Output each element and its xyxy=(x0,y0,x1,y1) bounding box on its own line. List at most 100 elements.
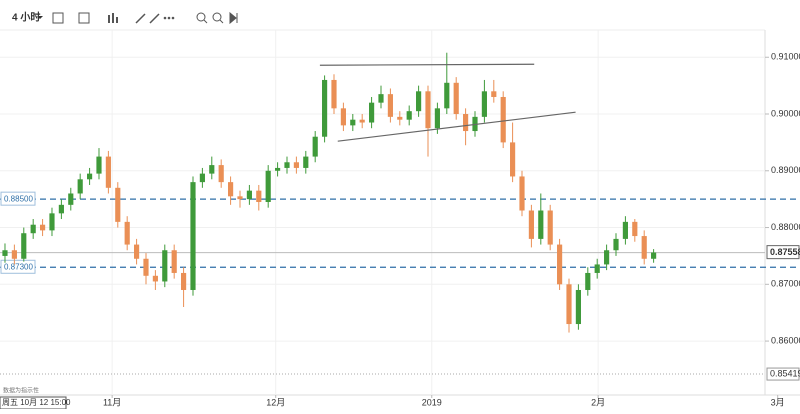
candle-body xyxy=(359,119,365,123)
candle-body xyxy=(275,167,281,171)
candle-body xyxy=(152,275,158,282)
candle-body xyxy=(87,173,93,180)
candle-body xyxy=(519,176,525,211)
candle-body xyxy=(350,119,356,126)
x-tick-label: 11月 xyxy=(103,397,121,407)
candle-body xyxy=(641,236,647,259)
level-label-box xyxy=(0,259,36,274)
candle-body xyxy=(481,91,487,117)
candle-body xyxy=(397,116,403,120)
candle-body xyxy=(585,272,591,290)
trendline xyxy=(319,63,535,66)
indicative-note: 数据为指示性 xyxy=(3,387,39,395)
candle-body xyxy=(575,289,581,325)
low-marker-box xyxy=(766,367,800,381)
candle-body xyxy=(463,114,469,132)
candle-body xyxy=(557,244,563,285)
candle-body xyxy=(218,165,224,183)
candle-body xyxy=(30,224,36,234)
candle-body xyxy=(312,136,318,157)
candle-body xyxy=(491,91,497,97)
candle-body xyxy=(453,82,459,115)
candle-body xyxy=(331,79,337,109)
candle-body xyxy=(39,224,46,231)
candle-body xyxy=(162,250,168,282)
draw-icon[interactable] xyxy=(135,13,146,24)
candle-body xyxy=(528,210,534,239)
candle-body xyxy=(632,221,638,237)
candle-body xyxy=(256,190,262,202)
candle-body xyxy=(68,193,74,205)
candle-body xyxy=(604,250,610,265)
candle-body xyxy=(49,213,55,231)
bars-icon[interactable] xyxy=(108,13,118,23)
x-tick-label: 2019 xyxy=(422,397,442,407)
candle-body xyxy=(538,210,544,239)
candle-body xyxy=(284,162,290,168)
chart-type-icon[interactable] xyxy=(52,12,64,24)
candle-body xyxy=(181,272,187,290)
candle-body xyxy=(387,94,393,117)
interval-selector[interactable]: 4 小时 xyxy=(12,11,40,24)
indicator-icon[interactable] xyxy=(78,12,90,24)
last-price-label: 0.87558 xyxy=(770,247,800,257)
line-icon[interactable] xyxy=(149,13,160,24)
candle-body xyxy=(340,108,346,126)
candle-body xyxy=(416,91,422,112)
candle-body xyxy=(293,162,299,168)
candle-body xyxy=(143,258,149,276)
candle-body xyxy=(651,252,657,259)
play-icon[interactable] xyxy=(229,11,238,25)
candle-body xyxy=(622,221,628,239)
candle-body xyxy=(322,79,328,137)
candle-body xyxy=(303,156,309,168)
candle-body xyxy=(11,250,17,259)
candle-body xyxy=(369,102,375,123)
crosshair-label: 周五 10月 12 15:00 xyxy=(2,398,71,407)
candle-body xyxy=(237,196,243,200)
candle-body xyxy=(613,238,619,251)
candle-body xyxy=(500,96,506,143)
x-tick-label: 3月 xyxy=(771,397,785,407)
more-icon[interactable] xyxy=(163,16,175,20)
toolbar: 4 小时 xyxy=(12,11,238,25)
dropdown-arrow[interactable] xyxy=(37,16,43,19)
level-label: 0.88500 xyxy=(4,194,33,203)
candle-body xyxy=(228,182,234,197)
candle-body xyxy=(2,250,8,256)
y-tick-label: 0.91000 xyxy=(771,52,800,62)
candle-body xyxy=(134,244,140,259)
candle-body xyxy=(199,173,205,183)
candle-body xyxy=(425,91,431,129)
candle-body xyxy=(246,190,252,200)
candle-body xyxy=(265,170,271,202)
candle-body xyxy=(77,179,83,194)
low-marker-label: 0.85419 xyxy=(770,368,800,378)
trendline xyxy=(337,111,576,142)
level-label-box xyxy=(0,191,36,206)
candle-body xyxy=(566,284,572,325)
candle-body xyxy=(378,94,384,103)
candle-body xyxy=(124,221,130,245)
x-tick-label: 12月 xyxy=(266,397,285,407)
candle-body xyxy=(96,156,102,174)
zoom-in-icon[interactable] xyxy=(212,12,224,24)
last-price-box xyxy=(766,245,800,260)
candle-body xyxy=(21,233,27,259)
candle-body xyxy=(209,165,215,174)
candle-body xyxy=(444,82,450,109)
candle-body xyxy=(406,111,412,120)
x-tick-label: 2月 xyxy=(591,397,605,407)
candle-body xyxy=(171,250,177,273)
candle-body xyxy=(510,142,516,177)
candle-body xyxy=(115,187,121,222)
candle-body xyxy=(105,156,111,188)
candle-body xyxy=(58,204,64,214)
zoom-out-icon[interactable] xyxy=(196,12,208,24)
